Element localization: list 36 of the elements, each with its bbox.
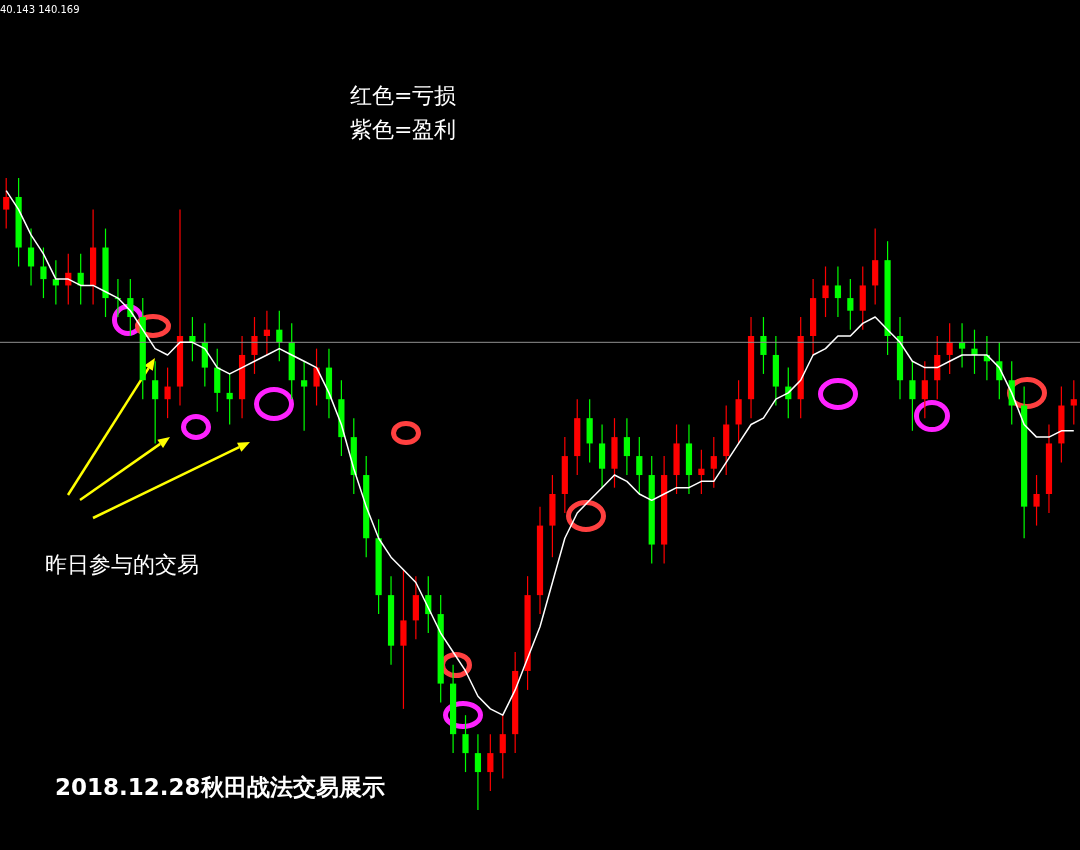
candlestick (1070, 379, 1077, 426)
annotation: 2018.12.28秋田战法交易展示 (55, 773, 385, 800)
candlestick (276, 310, 283, 362)
candlestick (958, 322, 966, 369)
candlestick (760, 316, 767, 375)
candlestick (636, 436, 643, 495)
candlestick (474, 733, 482, 811)
candlestick (313, 348, 320, 407)
candlestick (189, 316, 196, 362)
text: 紫色=盈利 (350, 116, 457, 142)
candlestick (909, 360, 916, 432)
candlestick (946, 322, 953, 375)
candlestick (487, 733, 494, 792)
candlestick (921, 360, 928, 419)
candlestick (251, 316, 258, 375)
candlestick (1033, 474, 1040, 527)
candlestick (152, 360, 159, 445)
candlestick (27, 227, 35, 287)
candlestick (822, 265, 829, 318)
candlestick (623, 417, 630, 476)
candlestick (499, 714, 506, 779)
candlestick (263, 310, 270, 356)
candlestick (462, 714, 469, 773)
candlestick (698, 449, 705, 495)
candlestick (301, 360, 308, 432)
candlestick (971, 329, 978, 375)
text: 红色=亏损 (350, 82, 457, 108)
annotation: 昨日参与的交易 (45, 551, 199, 577)
candlestick (164, 367, 171, 419)
text: 40.143 140.169 (0, 3, 80, 15)
candlestick (40, 246, 47, 299)
candlestick (834, 265, 842, 318)
candlestick (226, 373, 233, 426)
candlestick (847, 278, 854, 331)
candlestick (710, 436, 717, 489)
candlestick (3, 177, 10, 230)
